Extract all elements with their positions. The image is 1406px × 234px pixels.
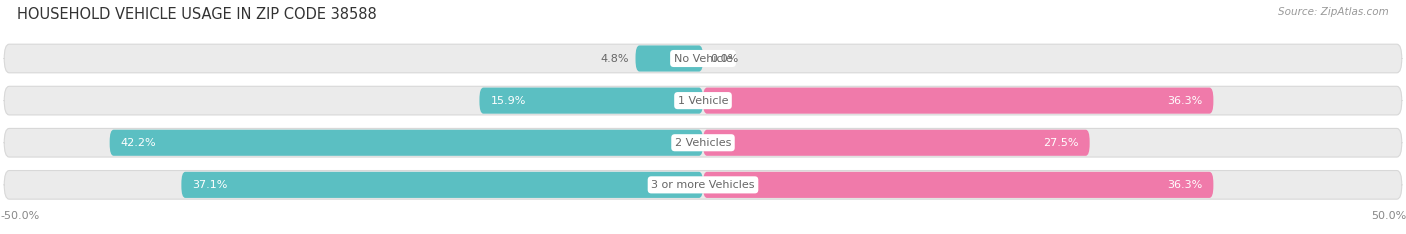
Text: 36.3%: 36.3% — [1167, 96, 1202, 106]
Text: 37.1%: 37.1% — [193, 180, 228, 190]
Text: 27.5%: 27.5% — [1043, 138, 1078, 148]
Text: No Vehicle: No Vehicle — [673, 54, 733, 63]
Text: 50.0%: 50.0% — [1371, 211, 1406, 221]
FancyBboxPatch shape — [110, 130, 703, 156]
Text: 36.3%: 36.3% — [1167, 180, 1202, 190]
FancyBboxPatch shape — [703, 88, 1213, 114]
Text: HOUSEHOLD VEHICLE USAGE IN ZIP CODE 38588: HOUSEHOLD VEHICLE USAGE IN ZIP CODE 3858… — [17, 7, 377, 22]
FancyBboxPatch shape — [703, 172, 1213, 198]
Text: 2 Vehicles: 2 Vehicles — [675, 138, 731, 148]
FancyBboxPatch shape — [636, 45, 703, 72]
FancyBboxPatch shape — [4, 44, 1402, 73]
FancyBboxPatch shape — [703, 130, 1090, 156]
Text: -50.0%: -50.0% — [0, 211, 39, 221]
Text: 42.2%: 42.2% — [121, 138, 156, 148]
Text: 1 Vehicle: 1 Vehicle — [678, 96, 728, 106]
FancyBboxPatch shape — [181, 172, 703, 198]
Text: Source: ZipAtlas.com: Source: ZipAtlas.com — [1278, 7, 1389, 17]
Text: 15.9%: 15.9% — [491, 96, 526, 106]
FancyBboxPatch shape — [4, 171, 1402, 199]
FancyBboxPatch shape — [4, 86, 1402, 115]
Text: 0.0%: 0.0% — [710, 54, 738, 63]
FancyBboxPatch shape — [4, 128, 1402, 157]
Text: 4.8%: 4.8% — [600, 54, 628, 63]
Text: 3 or more Vehicles: 3 or more Vehicles — [651, 180, 755, 190]
FancyBboxPatch shape — [479, 88, 703, 114]
